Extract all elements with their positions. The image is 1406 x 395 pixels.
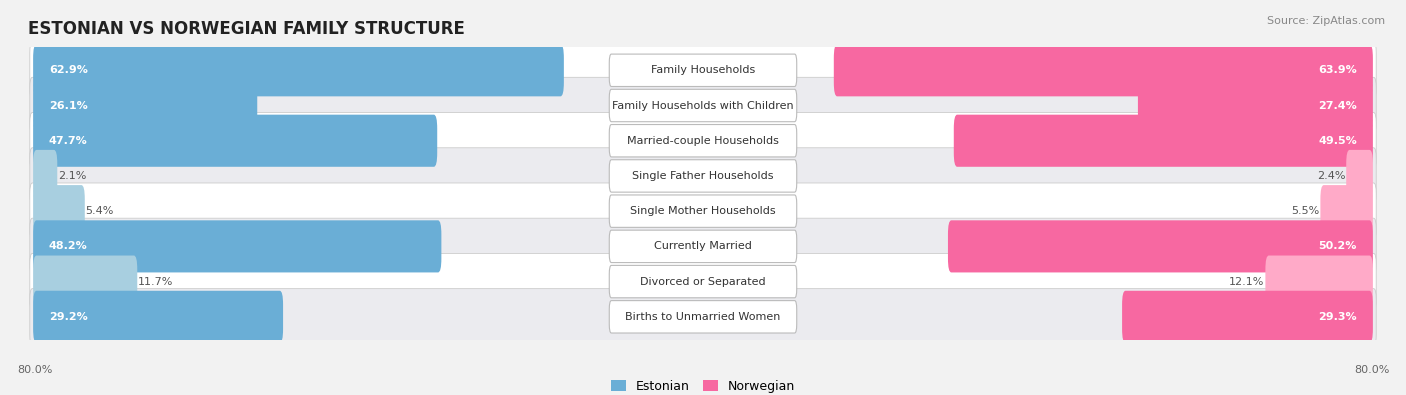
Text: 49.5%: 49.5% <box>1319 136 1357 146</box>
FancyBboxPatch shape <box>1320 185 1372 237</box>
FancyBboxPatch shape <box>1137 79 1372 132</box>
Text: 63.9%: 63.9% <box>1319 65 1357 75</box>
FancyBboxPatch shape <box>34 220 441 273</box>
FancyBboxPatch shape <box>953 115 1372 167</box>
FancyBboxPatch shape <box>34 150 58 202</box>
Text: Single Mother Households: Single Mother Households <box>630 206 776 216</box>
Text: Single Father Households: Single Father Households <box>633 171 773 181</box>
FancyBboxPatch shape <box>30 42 1376 98</box>
Text: 48.2%: 48.2% <box>49 241 87 251</box>
FancyBboxPatch shape <box>30 289 1376 345</box>
FancyBboxPatch shape <box>34 79 257 132</box>
FancyBboxPatch shape <box>609 230 797 263</box>
Text: 5.5%: 5.5% <box>1291 206 1320 216</box>
FancyBboxPatch shape <box>609 89 797 122</box>
FancyBboxPatch shape <box>34 185 84 237</box>
FancyBboxPatch shape <box>609 160 797 192</box>
FancyBboxPatch shape <box>609 195 797 228</box>
Text: Source: ZipAtlas.com: Source: ZipAtlas.com <box>1267 16 1385 26</box>
Text: 50.2%: 50.2% <box>1319 241 1357 251</box>
FancyBboxPatch shape <box>609 54 797 87</box>
Text: 12.1%: 12.1% <box>1229 276 1264 287</box>
Text: Married-couple Households: Married-couple Households <box>627 136 779 146</box>
FancyBboxPatch shape <box>34 115 437 167</box>
Text: 26.1%: 26.1% <box>49 100 87 111</box>
FancyBboxPatch shape <box>30 183 1376 239</box>
FancyBboxPatch shape <box>30 77 1376 134</box>
FancyBboxPatch shape <box>834 44 1372 96</box>
Text: 29.3%: 29.3% <box>1319 312 1357 322</box>
Legend: Estonian, Norwegian: Estonian, Norwegian <box>606 375 800 395</box>
FancyBboxPatch shape <box>30 218 1376 275</box>
FancyBboxPatch shape <box>1122 291 1372 343</box>
Text: ESTONIAN VS NORWEGIAN FAMILY STRUCTURE: ESTONIAN VS NORWEGIAN FAMILY STRUCTURE <box>28 19 465 38</box>
Text: Family Households with Children: Family Households with Children <box>612 100 794 111</box>
Text: 2.4%: 2.4% <box>1317 171 1346 181</box>
FancyBboxPatch shape <box>609 124 797 157</box>
FancyBboxPatch shape <box>30 113 1376 169</box>
FancyBboxPatch shape <box>34 44 564 96</box>
Text: Family Households: Family Households <box>651 65 755 75</box>
FancyBboxPatch shape <box>1265 256 1372 308</box>
FancyBboxPatch shape <box>609 301 797 333</box>
Text: 27.4%: 27.4% <box>1319 100 1357 111</box>
Text: 47.7%: 47.7% <box>49 136 87 146</box>
FancyBboxPatch shape <box>34 291 283 343</box>
Text: 2.1%: 2.1% <box>58 171 87 181</box>
FancyBboxPatch shape <box>948 220 1372 273</box>
FancyBboxPatch shape <box>34 256 138 308</box>
Text: Currently Married: Currently Married <box>654 241 752 251</box>
Text: 5.4%: 5.4% <box>86 206 114 216</box>
Text: 62.9%: 62.9% <box>49 65 87 75</box>
Text: 80.0%: 80.0% <box>1354 365 1389 375</box>
Text: 11.7%: 11.7% <box>138 276 173 287</box>
FancyBboxPatch shape <box>30 148 1376 204</box>
FancyBboxPatch shape <box>30 254 1376 310</box>
Text: Divorced or Separated: Divorced or Separated <box>640 276 766 287</box>
FancyBboxPatch shape <box>1346 150 1372 202</box>
FancyBboxPatch shape <box>609 265 797 298</box>
Text: Births to Unmarried Women: Births to Unmarried Women <box>626 312 780 322</box>
Text: 80.0%: 80.0% <box>17 365 52 375</box>
Text: 29.2%: 29.2% <box>49 312 87 322</box>
